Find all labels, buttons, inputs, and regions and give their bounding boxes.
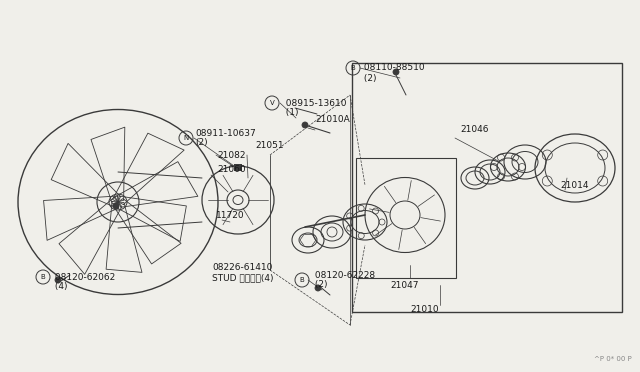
Text: 21082: 21082 (217, 151, 246, 160)
Text: (2): (2) (312, 280, 328, 289)
Text: 21051: 21051 (255, 141, 284, 150)
Text: 08120-62228: 08120-62228 (312, 270, 375, 279)
Text: STUD スタッド(4): STUD スタッド(4) (212, 273, 273, 282)
Text: 08915-13610: 08915-13610 (280, 99, 346, 108)
Text: (4): (4) (52, 282, 67, 292)
Circle shape (393, 69, 399, 75)
Text: B: B (351, 65, 355, 71)
Bar (356, 158, 456, 278)
Bar (234, 164, 242, 171)
Text: (2): (2) (361, 74, 376, 83)
Text: 08911-10637: 08911-10637 (195, 128, 256, 138)
Text: 08110-88510: 08110-88510 (361, 64, 424, 73)
Text: (1): (1) (280, 109, 298, 118)
Text: 08226-61410: 08226-61410 (212, 263, 273, 273)
Text: N: N (184, 135, 189, 141)
Circle shape (315, 285, 321, 291)
Circle shape (55, 277, 61, 283)
Text: 21047: 21047 (390, 280, 419, 289)
Text: 21010: 21010 (410, 305, 438, 314)
Bar (352, 63, 622, 312)
Text: B: B (40, 274, 45, 280)
Text: 21014: 21014 (560, 180, 589, 189)
Text: 21060: 21060 (217, 166, 246, 174)
Text: (2): (2) (195, 138, 207, 148)
Text: ^P 0* 00 P: ^P 0* 00 P (595, 356, 632, 362)
Text: 08120-62062: 08120-62062 (52, 273, 115, 282)
Circle shape (302, 122, 308, 128)
Text: V: V (269, 100, 275, 106)
Text: B: B (300, 277, 305, 283)
Text: 11720: 11720 (216, 211, 244, 219)
Text: 21010A: 21010A (315, 115, 349, 125)
Text: 21046: 21046 (460, 125, 488, 135)
Circle shape (113, 203, 119, 209)
